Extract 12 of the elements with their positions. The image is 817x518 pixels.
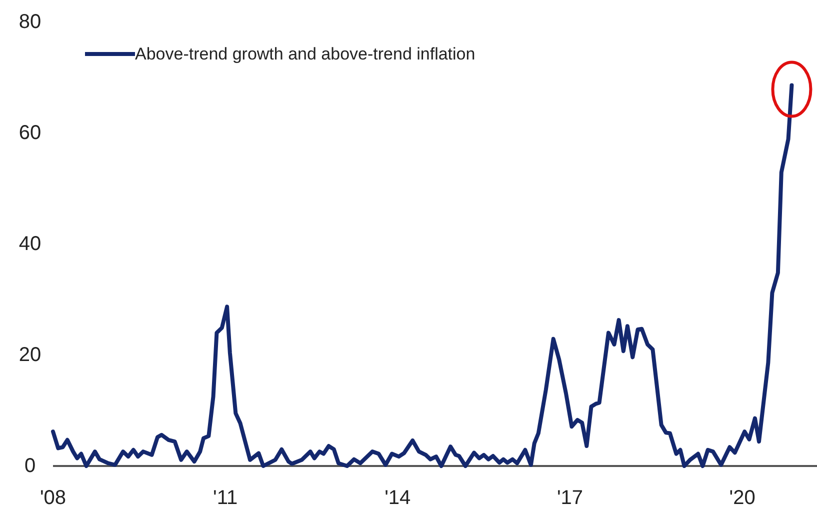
y-tick-label: 0 [24,455,36,477]
x-tick-label: '17 [556,487,584,509]
x-tick-label: '11 [213,487,238,509]
x-tick-label: '14 [384,487,411,509]
y-tick-label: 80 [18,11,42,33]
x-tick-label: '08 [40,487,66,509]
legend-label: Above-trend growth and above-trend inflation [135,44,476,64]
y-tick-label: 40 [18,233,42,255]
y-tick-label: 20 [18,344,42,366]
x-tick-label: '20 [729,487,756,509]
y-tick-label: 60 [18,122,42,144]
line-series [51,83,794,468]
